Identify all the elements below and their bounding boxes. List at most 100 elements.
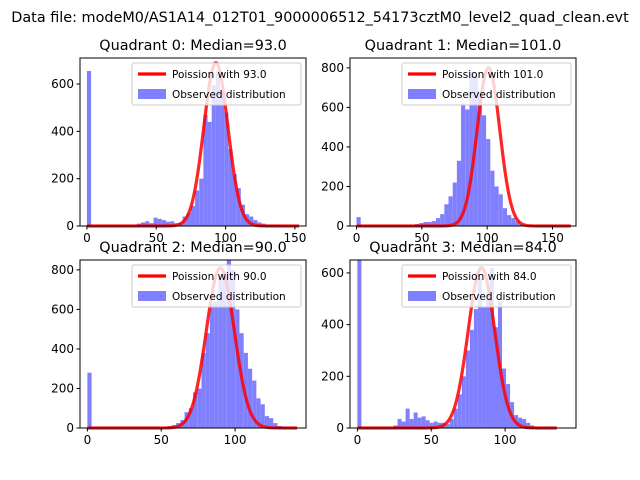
histogram-bar bbox=[490, 170, 495, 226]
legend-fit-label: Poission with 93.0 bbox=[172, 69, 267, 81]
histogram-bar bbox=[453, 408, 458, 428]
histogram-bar bbox=[249, 216, 254, 226]
histogram-bar bbox=[231, 269, 236, 428]
histogram-bar bbox=[417, 417, 422, 428]
legend-hist-swatch bbox=[138, 89, 166, 99]
histogram-bar bbox=[448, 196, 453, 226]
histogram-bar bbox=[461, 376, 466, 428]
histogram-bar bbox=[273, 423, 278, 428]
histogram-bar bbox=[526, 422, 531, 428]
histogram-bar bbox=[469, 71, 474, 226]
histogram-bar bbox=[211, 85, 216, 226]
x-tick-label: 50 bbox=[424, 433, 439, 447]
histogram-bar bbox=[485, 293, 490, 428]
x-tick-label: 0 bbox=[353, 231, 361, 245]
x-tick-label: 50 bbox=[154, 433, 169, 447]
histogram-bar bbox=[252, 380, 257, 428]
histogram-bar bbox=[220, 91, 225, 226]
histogram-bar bbox=[215, 71, 221, 226]
y-tick-label: 400 bbox=[51, 124, 74, 138]
histogram-bar bbox=[421, 416, 426, 428]
histogram-bar bbox=[141, 222, 146, 226]
histogram-bar bbox=[469, 329, 474, 428]
chart-title: Quadrant 1: Median=101.0 bbox=[365, 38, 562, 54]
histogram-bar bbox=[197, 388, 202, 428]
histogram-bar bbox=[449, 418, 454, 428]
histogram-bar bbox=[522, 418, 527, 428]
histogram-bar bbox=[203, 114, 208, 226]
histogram-bar bbox=[157, 218, 162, 226]
x-tick-label: 150 bbox=[283, 231, 306, 245]
histogram-bar bbox=[224, 112, 229, 226]
histogram-bar bbox=[481, 115, 487, 226]
axes-frame bbox=[79, 259, 307, 429]
x-tick-label: 100 bbox=[494, 433, 517, 447]
histogram-bar bbox=[193, 392, 198, 428]
histogram-bar bbox=[247, 368, 253, 428]
histogram-bar bbox=[153, 217, 158, 226]
histogram-bar bbox=[502, 208, 508, 226]
y-tick-label: 800 bbox=[51, 263, 74, 277]
legend-box bbox=[401, 62, 572, 106]
figure-suptitle: Data file: modeM0/AS1A14_012T01_90000065… bbox=[11, 10, 629, 26]
histogram-bar bbox=[465, 109, 470, 226]
y-tick-label: 0 bbox=[336, 421, 344, 435]
histogram-bar bbox=[425, 420, 430, 428]
histogram-bar bbox=[269, 418, 274, 428]
histogram-bar bbox=[461, 103, 466, 226]
histogram-bar bbox=[452, 182, 457, 226]
histogram-bar bbox=[195, 190, 200, 226]
histogram-bar bbox=[199, 178, 204, 226]
histogram-bar bbox=[207, 121, 212, 226]
legend-fit-label: Poission with 84.0 bbox=[442, 271, 537, 283]
histogram-bar bbox=[256, 398, 261, 428]
histogram-bar bbox=[502, 368, 507, 428]
y-tick-label: 200 bbox=[51, 381, 74, 395]
quadrant-2-chart: 0 50 100 0 200 400 600 800 Quadrant 2: Median=90… bbox=[51, 240, 307, 447]
y-tick-label: 400 bbox=[51, 342, 74, 356]
histogram-bar bbox=[440, 214, 445, 226]
chart-title: Quadrant 0: Median=93.0 bbox=[99, 38, 287, 54]
legend-hist-swatch bbox=[138, 291, 166, 301]
quadrant-3-chart: 0 50 100 0 200 400 600 Quadrant 3: Median=84.0 P… bbox=[321, 240, 577, 447]
histogram-bar bbox=[473, 309, 478, 428]
histogram-bar bbox=[228, 149, 233, 226]
x-tick-label: 0 bbox=[84, 433, 92, 447]
histogram-bar bbox=[431, 221, 436, 226]
histogram-bar bbox=[214, 301, 219, 428]
histogram-bar bbox=[209, 303, 215, 428]
axes-frame bbox=[349, 57, 577, 227]
histogram-bar bbox=[397, 418, 402, 428]
axes-frame bbox=[79, 57, 307, 227]
histogram-bar bbox=[188, 408, 193, 428]
histogram-bar bbox=[433, 421, 438, 428]
x-tick-label: 100 bbox=[214, 231, 237, 245]
legend-hist-swatch bbox=[408, 89, 436, 99]
x-tick-label: 100 bbox=[224, 433, 247, 447]
x-tick-label: 50 bbox=[414, 231, 429, 245]
histogram-bar bbox=[356, 217, 361, 226]
histogram-bar bbox=[170, 221, 175, 226]
histogram-bar bbox=[87, 372, 92, 428]
histogram-bar bbox=[264, 416, 270, 428]
legend-fit-label: Poission with 90.0 bbox=[172, 271, 267, 283]
histogram-bar bbox=[222, 271, 227, 428]
histogram-bar bbox=[232, 173, 237, 226]
axes-frame bbox=[349, 259, 577, 429]
histogram-bar bbox=[498, 194, 503, 226]
y-tick-label: 200 bbox=[51, 172, 74, 186]
x-tick-label: 0 bbox=[83, 231, 91, 245]
legend-fit-label: Poission with 101.0 bbox=[442, 69, 543, 81]
histogram-bar bbox=[190, 205, 196, 226]
y-tick-label: 600 bbox=[321, 266, 344, 280]
histogram-bar bbox=[405, 408, 410, 428]
y-tick-label: 0 bbox=[336, 219, 344, 233]
histogram-bar bbox=[165, 221, 171, 226]
histogram-bar bbox=[465, 350, 470, 428]
histogram-bar bbox=[218, 277, 223, 428]
histogram-bar bbox=[518, 417, 523, 428]
histogram-bar bbox=[205, 333, 210, 428]
histogram-bar bbox=[253, 220, 258, 226]
histogram-bar bbox=[429, 422, 434, 428]
